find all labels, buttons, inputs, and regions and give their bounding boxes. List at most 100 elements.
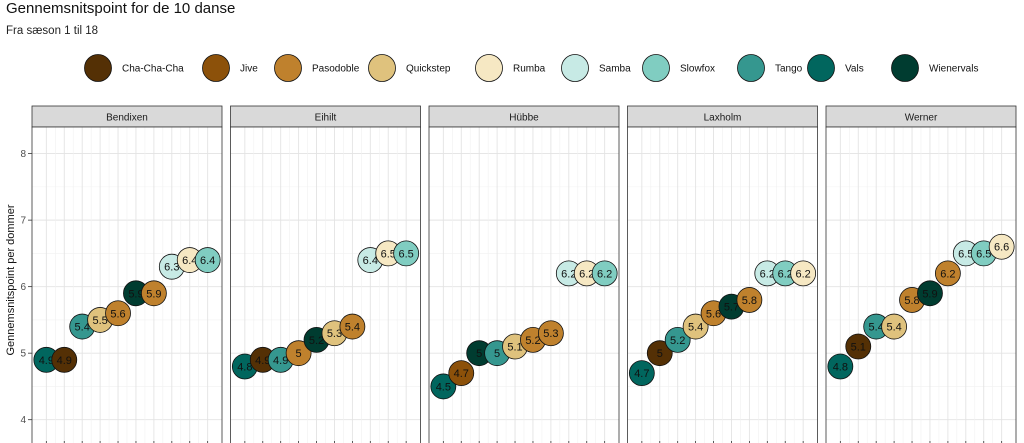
legend-key: [737, 54, 765, 82]
panel-border: [825, 126, 1017, 443]
point-marker: [736, 287, 763, 313]
legend-key: [202, 54, 230, 82]
panel-border: [627, 126, 818, 443]
point-label: 5.4: [345, 322, 360, 334]
point-label: 5.3: [543, 328, 558, 340]
legend-key: [807, 54, 835, 82]
legend-key: [84, 54, 112, 82]
legend-item: Samba: [561, 54, 631, 82]
data-point: 6.6: [988, 233, 1015, 260]
point-marker: [285, 340, 312, 367]
legend-key: [274, 54, 302, 82]
point-label: 6.4: [200, 255, 215, 267]
legend-key: [561, 54, 589, 82]
point-marker: [664, 326, 691, 353]
legend-item: Tango: [737, 54, 803, 82]
data-point: 5.4: [863, 313, 890, 340]
point-label: 5.9: [922, 288, 937, 300]
point-label: 4.8: [833, 361, 848, 373]
y-axis-title: Gennemsnitspoint per dommer: [5, 204, 17, 355]
legend-label: Vals: [845, 64, 864, 75]
legend-label: Tango: [775, 64, 803, 75]
y-tick-label: 6: [20, 282, 26, 293]
y-tick-label: 5: [20, 349, 26, 360]
point-marker: [682, 313, 709, 340]
facet-strip-label: Werner: [905, 113, 938, 124]
point-marker: [105, 300, 131, 327]
point-marker: [827, 353, 854, 380]
point-label: 6.2: [579, 268, 594, 280]
data-point: 6.2: [754, 260, 781, 287]
data-point: 5.8: [736, 287, 763, 313]
point-label: 6.2: [597, 268, 612, 280]
facet-strip-label: Bendixen: [106, 113, 148, 124]
legend-label: Pasodoble: [312, 64, 360, 75]
point-label: 4.9: [39, 355, 54, 367]
data-point: 4.7: [448, 360, 475, 387]
point-label: 5: [476, 348, 482, 360]
panel-border: [31, 126, 223, 443]
legend-label: Samba: [599, 64, 631, 75]
data-point: 4.7: [628, 360, 655, 387]
legend-key: [891, 54, 919, 82]
legend-item: Rumba: [475, 54, 546, 82]
data-point: 5.9: [917, 280, 943, 307]
legend-item: Slowfox: [642, 54, 715, 82]
legend-item: Pasodoble: [274, 54, 360, 82]
data-point: 6.2: [591, 260, 618, 287]
point-label: 4.8: [237, 361, 252, 373]
legend-label: Wienervals: [929, 64, 978, 75]
y-tick-label: 7: [20, 216, 26, 227]
point-label: 5.8: [742, 295, 757, 307]
point-label: 6.2: [561, 268, 576, 280]
point-label: 5.9: [146, 288, 161, 300]
point-label: 6.4: [182, 255, 197, 267]
point-marker: [448, 360, 475, 387]
point-marker: [881, 313, 908, 340]
point-marker: [591, 260, 618, 287]
data-point: 4.9: [51, 346, 78, 373]
panel-border: [428, 126, 620, 443]
point-label: 4.9: [273, 355, 288, 367]
data-point: 5.4: [881, 313, 908, 340]
point-label: 5: [296, 348, 302, 360]
point-marker: [430, 373, 457, 400]
point-marker: [934, 260, 961, 287]
legend-label: Cha-Cha-Cha: [122, 64, 184, 75]
legend-item: Cha-Cha-Cha: [84, 54, 184, 82]
chart-subtitle: Fra sæson 1 til 18: [6, 25, 98, 37]
y-tick-label: 8: [20, 149, 26, 160]
data-point: 6.2: [934, 260, 961, 287]
point-label: 5.4: [75, 322, 90, 334]
point-label: 6.2: [778, 268, 793, 280]
chart-title: Gennemsnitspoint for de 10 danse: [6, 0, 235, 17]
point-label: 5.8: [904, 295, 919, 307]
point-marker: [194, 247, 221, 273]
point-label: 5.6: [110, 308, 125, 320]
data-point: 5.6: [105, 300, 131, 327]
panel-border: [230, 126, 421, 443]
point-label: 6.2: [760, 268, 775, 280]
data-point: 5.4: [682, 313, 709, 340]
point-label: 5.3: [327, 328, 342, 340]
data-point: 6.2: [772, 260, 799, 287]
data-point: 5.2: [664, 326, 691, 353]
data-point: 5.9: [140, 280, 167, 307]
point-marker: [339, 313, 366, 340]
point-marker: [646, 340, 673, 367]
point-marker: [845, 333, 872, 360]
point-label: 5.4: [869, 322, 884, 334]
point-label: 6.3: [164, 262, 179, 274]
legend-label: Quickstep: [406, 64, 451, 75]
point-label: 6.5: [381, 248, 396, 260]
point-label: 6.2: [796, 268, 811, 280]
point-marker: [140, 280, 167, 307]
legend-item: Quickstep: [368, 54, 451, 82]
point-label: 6.2: [940, 268, 955, 280]
data-point: 5.1: [845, 333, 872, 360]
data-point: 6.2: [790, 260, 817, 287]
